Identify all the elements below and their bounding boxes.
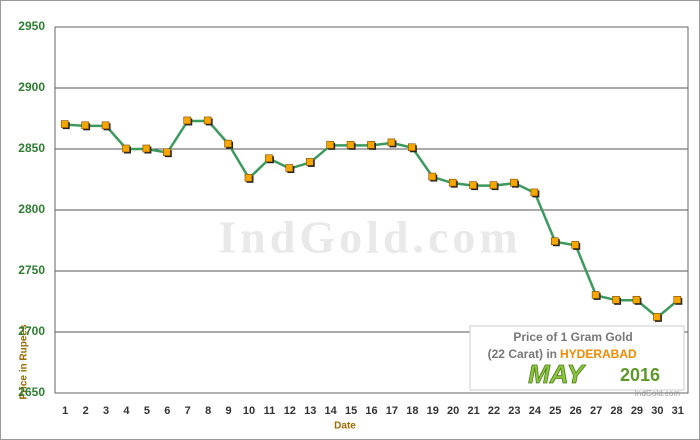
note-line: (22 Carat) in: [488, 347, 557, 361]
y-axis-title: Price in Rupees: [19, 324, 30, 399]
y-tick-label: 2850: [18, 141, 45, 155]
y-tick-label: 2800: [18, 202, 45, 216]
x-tick-label: 23: [508, 405, 520, 417]
note-background: [469, 325, 685, 391]
note-box: Price of 1 Gram Gold (22 Carat) in HYDER…: [469, 325, 685, 398]
y-tick-label: 2650: [18, 385, 45, 399]
point: [326, 141, 334, 149]
point: [367, 141, 375, 149]
x-tick-label: 5: [144, 405, 150, 417]
point: [632, 295, 641, 304]
x-tick-label: 27: [590, 405, 602, 417]
x-tick-label: 2: [83, 405, 89, 417]
point: [510, 178, 518, 187]
point: [122, 144, 130, 153]
x-tick-label: 7: [185, 405, 191, 417]
x-tick-label: 11: [264, 405, 276, 417]
x-tick-label: 3: [103, 405, 109, 417]
y-tick-label: 2750: [18, 263, 45, 277]
x-tick-label: 26: [570, 405, 582, 417]
x-tick-label: 20: [447, 405, 459, 417]
point: [571, 241, 579, 249]
point: [346, 141, 355, 149]
x-tick-label: 8: [205, 405, 211, 417]
point: [285, 164, 294, 172]
point: [673, 295, 682, 304]
point: [408, 143, 416, 152]
y-tick-label: 2900: [18, 80, 45, 94]
note-year: 2016: [620, 365, 660, 385]
x-tick-label: 30: [651, 405, 663, 417]
x-tick-label: 14: [325, 405, 338, 417]
point: [81, 121, 89, 130]
plot-border: [54, 26, 689, 394]
x-tick-label: 6: [164, 405, 170, 417]
note-month: MAY: [528, 359, 587, 389]
point: [265, 154, 273, 163]
point: [183, 116, 192, 125]
x-tick-label: 24: [529, 405, 542, 417]
x-axis-title: Date: [334, 421, 356, 432]
note-line: Price of 1 Gram Gold: [513, 330, 632, 344]
x-tick-label: 12: [284, 405, 296, 417]
note-site: IndGold.com: [635, 389, 681, 398]
x-tick-label: 28: [610, 405, 622, 417]
point: [101, 121, 110, 130]
x-tick-label: 4: [123, 405, 130, 417]
point: [489, 181, 498, 189]
x-tick-label: 17: [386, 405, 398, 417]
x-tick-label: 9: [226, 405, 232, 417]
point: [428, 172, 437, 181]
point: [591, 291, 600, 299]
watermark: IndGold.com: [218, 212, 521, 263]
x-tick-label: 1: [62, 405, 68, 417]
point: [653, 313, 661, 321]
point: [387, 138, 396, 147]
x-tick-label: 25: [549, 405, 561, 417]
x-tick-label: 10: [243, 405, 255, 417]
x-tick-label: 16: [365, 405, 377, 417]
x-tick-label: 15: [345, 405, 357, 417]
point: [60, 120, 69, 128]
point: [203, 116, 212, 125]
point: [550, 237, 559, 246]
point: [244, 173, 253, 182]
y-tick-label: 2950: [18, 19, 45, 33]
point: [142, 144, 151, 153]
x-tick-label: 29: [631, 405, 643, 417]
note-city: HYDERABAD: [560, 347, 637, 361]
x-tick-label: 22: [488, 405, 500, 417]
x-tick-label: 31: [672, 405, 684, 417]
x-tick-label: 13: [304, 405, 316, 417]
point: [224, 139, 232, 148]
point: [305, 158, 314, 166]
point: [612, 295, 620, 304]
x-tick-label: 18: [406, 405, 418, 417]
y-tick-label: 2700: [18, 324, 45, 338]
point: [469, 181, 477, 189]
x-tick-label: 21: [467, 405, 479, 417]
x-tick-label: 19: [427, 405, 439, 417]
point: [163, 148, 171, 156]
point: [448, 178, 457, 187]
point: [530, 188, 539, 197]
